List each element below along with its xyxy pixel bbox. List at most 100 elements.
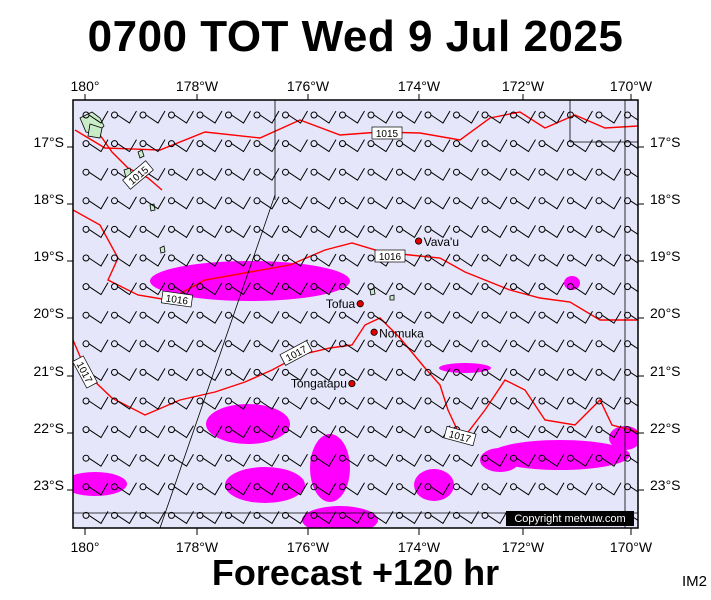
wind-barb — [196, 167, 223, 181]
wind-barb — [111, 310, 137, 324]
lon-label: 178°W — [176, 78, 219, 94]
place-name: Tongatapu — [291, 377, 347, 391]
wind-barb — [424, 368, 451, 382]
wind-barb — [396, 225, 422, 239]
wind-barb — [624, 483, 638, 493]
wind-barb — [339, 282, 365, 296]
wind-barb — [424, 253, 451, 267]
lat-labels-right: 17°S 18°S 19°S 20°S 21°S 22°S 23°S — [650, 134, 681, 493]
place-name: Tofua — [326, 297, 356, 311]
wind-barb — [396, 453, 422, 467]
wind-barb — [139, 368, 166, 382]
lat-label: 17°S — [33, 134, 64, 150]
wind-barb — [196, 282, 223, 296]
wind-barb — [168, 139, 194, 153]
wind-barb — [595, 310, 622, 324]
wind-barb — [510, 167, 536, 181]
wind-barb — [367, 110, 394, 124]
wind-barb — [481, 482, 508, 496]
lat-label: 22°S — [33, 420, 64, 436]
wind-barb — [168, 339, 194, 353]
wind-barb — [282, 225, 308, 239]
wind-barb — [453, 139, 479, 153]
wind-barb — [567, 196, 593, 210]
island — [137, 149, 145, 159]
wind-barb — [111, 482, 137, 496]
wind-barb — [139, 225, 166, 239]
image-code: IM2 — [681, 573, 707, 590]
map-frame — [72, 99, 639, 529]
wind-barb — [111, 225, 137, 239]
wind-barb — [253, 511, 280, 525]
wind-barb — [367, 339, 394, 353]
lat-label: 23°S — [650, 477, 681, 493]
wind-barb — [510, 482, 536, 496]
wind-barb — [538, 282, 565, 296]
wind-barb — [168, 425, 194, 439]
wind-barb — [196, 225, 223, 239]
wind-barb — [538, 110, 565, 124]
lon-label: 174°W — [398, 539, 441, 555]
wind-barb — [367, 482, 394, 496]
wind-barb — [225, 167, 251, 181]
wind-barb — [595, 167, 622, 181]
wind-barb — [168, 368, 194, 382]
rain-area — [225, 467, 305, 503]
lon-label: 178°W — [176, 539, 219, 555]
wind-barb — [225, 110, 251, 124]
wind-barb — [310, 110, 337, 124]
wind-barb — [481, 511, 508, 525]
lon-label: 172°W — [502, 78, 545, 94]
wind-barb — [396, 310, 422, 324]
wind-barb — [367, 453, 394, 467]
wind-barb — [624, 340, 638, 350]
rain-area — [564, 276, 580, 290]
wind-barb — [481, 253, 508, 267]
rain-area — [609, 426, 638, 450]
lon-labels-top: 180° 178°W 176°W 174°W 172°W 170°W — [71, 78, 653, 94]
place-marker: Nomuka — [370, 326, 424, 340]
wind-barb — [424, 453, 451, 467]
wind-barb — [225, 396, 251, 410]
wind-barb — [396, 425, 422, 439]
wind-barb — [282, 196, 308, 210]
isobar-1017 — [73, 317, 638, 442]
wind-barb — [82, 139, 109, 153]
wind-barb — [453, 396, 479, 410]
wind-barb — [624, 311, 638, 321]
wind-barb — [253, 310, 280, 324]
wind-barb — [82, 310, 109, 324]
wind-barb — [567, 139, 593, 153]
wind-barb — [453, 368, 479, 382]
forecast-label: Forecast +120 hr — [211, 552, 500, 593]
wind-barb — [481, 310, 508, 324]
wind-barb — [481, 339, 508, 353]
wind-barb — [595, 282, 622, 296]
wind-barb — [538, 225, 565, 239]
wind-barb — [538, 368, 565, 382]
wind-barb — [310, 339, 337, 353]
wind-barb — [310, 167, 337, 181]
wind-barb — [396, 339, 422, 353]
wind-barb — [510, 253, 536, 267]
wind-barb — [339, 482, 365, 496]
wind-barb — [82, 167, 109, 181]
place-markers: Vava'u Tofua Nomuka Tongatapu — [291, 235, 459, 390]
wind-barb — [225, 339, 251, 353]
isobar-1015-west — [99, 134, 163, 191]
lat-label: 19°S — [650, 248, 681, 264]
wind-barb — [225, 482, 251, 496]
wind-barb — [282, 482, 308, 496]
wind-barb — [82, 196, 109, 210]
wind-barb — [424, 282, 451, 296]
wind-barb — [510, 368, 536, 382]
wind-barb — [339, 368, 365, 382]
wind-barb — [624, 397, 638, 407]
wind-barb — [396, 368, 422, 382]
wind-barb — [196, 396, 223, 410]
wind-barb — [225, 453, 251, 467]
wind-barb — [510, 310, 536, 324]
wind-barb — [310, 511, 337, 525]
wind-barb — [453, 196, 479, 210]
lon-label: 170°W — [610, 78, 653, 94]
